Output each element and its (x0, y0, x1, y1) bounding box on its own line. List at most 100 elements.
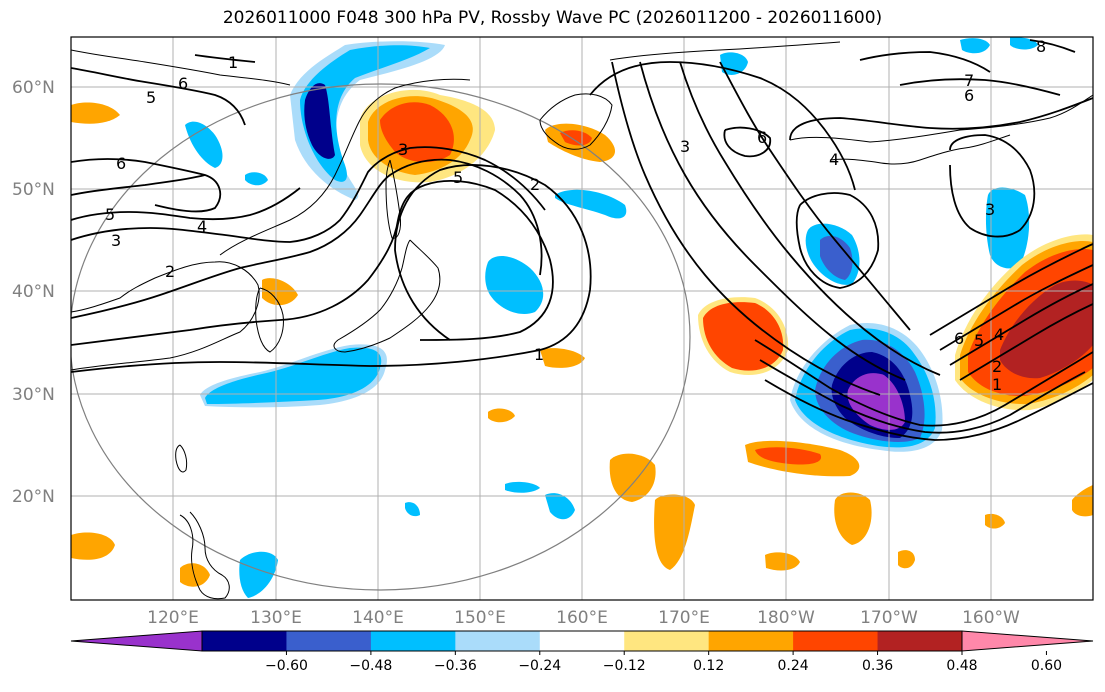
colorbar: −0.60 −0.48 −0.36 −0.24 −0.12 0.12 0.24 0.36 0.4… (70, 630, 1094, 674)
contour-label: 2 (165, 262, 175, 281)
colorbar-swatch (539, 631, 625, 651)
colorbar-tick-label: 0.36 (862, 658, 893, 674)
coast-philippines (179, 511, 230, 600)
colorbar-tick-label: −0.60 (265, 658, 308, 674)
lat-label: 40°N (12, 282, 55, 302)
colorbar-extension-low (70, 630, 203, 652)
coast-taiwan (175, 444, 188, 473)
pv-shade-positive (755, 447, 822, 465)
lon-label: 160°E (556, 608, 608, 628)
colorbar-tick-label: −0.36 (434, 658, 477, 674)
colorbar-extension-high (961, 630, 1094, 652)
lat-label: 50°N (12, 180, 55, 200)
contour-label: 8 (1036, 37, 1046, 56)
pv-shade-positive (898, 550, 915, 569)
colorbar-swatch (286, 631, 372, 651)
pv-shade-negative (304, 83, 335, 159)
pv-contour (949, 134, 1036, 238)
pv-shade-negative (205, 347, 382, 404)
contour-label: 3 (111, 231, 121, 250)
contour-label: 3 (985, 200, 995, 219)
pv-contour (71, 158, 543, 319)
pv-shade-positive (703, 302, 784, 371)
colorbar-tick-label: 0.12 (693, 658, 724, 674)
pv-shade-positive (71, 102, 120, 124)
pv-shade-positive (985, 513, 1005, 529)
pv-contour (759, 359, 1086, 434)
map-title: 2026011000 F048 300 hPa PV, Rossby Wave … (222, 8, 883, 28)
lon-label: 120°E (147, 608, 199, 628)
colorbar-tick-label: 0.48 (946, 658, 977, 674)
contour-label: 4 (994, 325, 1004, 344)
colorbar-outline (201, 630, 963, 652)
graticule (71, 37, 1093, 600)
colorbar-tick-label: −0.12 (603, 658, 646, 674)
colorbar-swatch (202, 631, 287, 651)
contour-label: 2 (530, 175, 540, 194)
pv-shade-negative (405, 502, 420, 517)
contour-label: 6 (116, 154, 126, 173)
pv-contour (959, 303, 1093, 381)
colorbar-swatch (624, 631, 710, 651)
lat-label: 20°N (12, 487, 55, 507)
pv-shade-negative (485, 256, 544, 315)
lon-label: 140°E (352, 608, 404, 628)
coast-bering (609, 41, 841, 61)
pv-shade-positive (609, 453, 656, 502)
pv-shade-positive (834, 492, 872, 545)
contour-label: 2 (992, 357, 1002, 376)
contour-label: 5 (974, 331, 984, 350)
contour-label: 1 (534, 345, 544, 364)
contour-label: 4 (829, 150, 839, 169)
coast-kamchatka (539, 93, 613, 150)
plot-frame (70, 36, 1094, 601)
longitude-labels: 120°E 130°E 140°E 150°E 160°E 170°E 180°… (147, 608, 1020, 628)
pv-shade-negative (960, 38, 990, 54)
contour-label: 6 (964, 86, 974, 105)
lon-label: 180°W (757, 608, 815, 628)
pv-shade-positive (654, 494, 695, 570)
contour-label: 6 (757, 128, 767, 147)
contour-label: 3 (398, 140, 408, 159)
lon-label: 150°E (454, 608, 506, 628)
range-circle (71, 83, 691, 591)
pv-shade-positive (180, 563, 210, 587)
colorbar-swatch (370, 631, 456, 651)
contour-label: 5 (146, 88, 156, 107)
pv-shade-positive (488, 408, 515, 423)
pv-contour (1029, 39, 1076, 53)
pv-shade-negative (555, 189, 627, 219)
pv-contour (71, 164, 592, 373)
pv-shade-positive (262, 278, 298, 306)
pv-shade-positive (1072, 485, 1093, 517)
pv-contour (71, 174, 206, 196)
contour-labels: 1 6 5 6 5 3 4 2 5 3 2 1 3 6 4 3 8 7 6 6 … (105, 37, 1046, 394)
colorbar-swatch (708, 631, 794, 651)
pv-contour (639, 61, 906, 381)
contour-label: 6 (178, 74, 188, 93)
pv-contour (589, 61, 856, 191)
pv-shade-positive (71, 532, 115, 560)
pv-contour (899, 78, 1061, 96)
contour-label: 5 (453, 168, 463, 187)
pv-contour (764, 379, 1093, 441)
contour-label: 6 (954, 329, 964, 348)
pv-contour (754, 339, 1093, 427)
lon-label: 170°W (860, 608, 918, 628)
contour-label: 4 (197, 217, 207, 236)
lat-label: 60°N (12, 78, 55, 98)
pv-contour (71, 158, 222, 213)
pv-shade-negative (985, 187, 1030, 269)
coast-china-north (71, 49, 291, 86)
lon-label: 130°E (250, 608, 302, 628)
pv-contour (929, 243, 1093, 336)
pv-contour (719, 61, 911, 331)
pv-shade-positive (540, 348, 585, 368)
pv-contour (611, 61, 881, 396)
colorbar-tick-label: 0.60 (1031, 658, 1062, 674)
pv-shade-negative (545, 493, 575, 520)
pv-contours (71, 39, 1093, 441)
coast-russia-far-east (219, 78, 471, 256)
pv-shade-negative (820, 235, 853, 280)
